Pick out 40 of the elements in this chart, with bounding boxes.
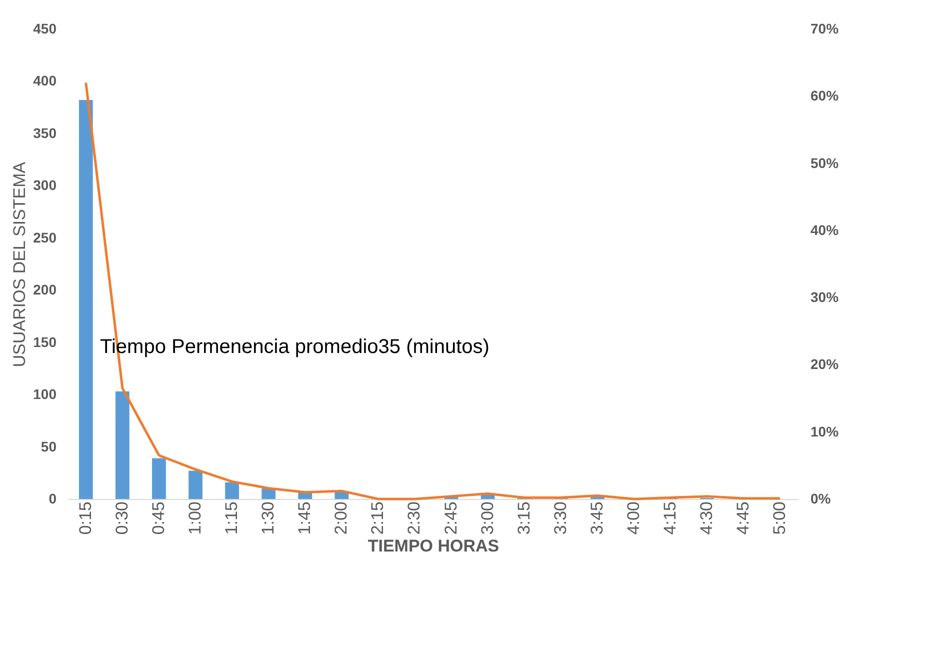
y-axis-title: USUARIOS DEL SISTEMA bbox=[10, 161, 30, 368]
x-tick-label: 2:30 bbox=[404, 502, 424, 535]
y-tick-label: 250 bbox=[33, 229, 57, 246]
y-tick-label: 350 bbox=[33, 124, 57, 141]
y2-tick-label: 50% bbox=[810, 154, 840, 171]
y2-tick-label: 10% bbox=[810, 423, 840, 440]
x-tick-label: 4:15 bbox=[660, 502, 680, 535]
y2-tick-label: 30% bbox=[810, 289, 840, 306]
x-tick-label: 1:30 bbox=[258, 502, 278, 535]
y2-tick-label: 40% bbox=[810, 222, 840, 238]
x-tick-label: 0:30 bbox=[112, 502, 132, 535]
y2-tick-label: 60% bbox=[810, 88, 840, 104]
x-tick-label: 0:15 bbox=[76, 502, 95, 535]
x-tick-label: 1:00 bbox=[186, 502, 205, 535]
x-tick-label: 5:00 bbox=[770, 502, 790, 535]
y-tick-label: 400 bbox=[33, 72, 57, 89]
x-tick-label: 4:00 bbox=[624, 502, 643, 535]
x-tick-label: 3:00 bbox=[478, 502, 497, 535]
x-tick-label: 1:45 bbox=[295, 502, 314, 535]
x-axis-title: TIEMPO HORAS bbox=[368, 536, 500, 556]
x-tick-label: 0:45 bbox=[148, 502, 168, 535]
y-tick-label: 50 bbox=[40, 438, 57, 454]
x-tick-label: 4:30 bbox=[697, 502, 716, 535]
y-tick-label: 100 bbox=[33, 386, 57, 402]
y-tick-label: 200 bbox=[33, 282, 57, 298]
y-tick-label: 450 bbox=[33, 20, 57, 36]
x-tick-label: 1:15 bbox=[222, 502, 242, 535]
y2-tick-label: 0% bbox=[810, 490, 832, 506]
x-tick-label: 2:00 bbox=[332, 502, 351, 535]
x-tick-label: 3:30 bbox=[550, 502, 570, 535]
y-tick-label: 300 bbox=[33, 177, 57, 194]
x-tick-label: 4:45 bbox=[734, 502, 753, 535]
x-tick-label: 3:45 bbox=[587, 502, 606, 535]
x-tick-label: 2:45 bbox=[441, 502, 460, 535]
x-tick-label: 2:15 bbox=[368, 502, 388, 535]
y2-tick-label: 70% bbox=[810, 20, 840, 36]
y-tick-label: 0 bbox=[48, 490, 57, 506]
y2-tick-label: 20% bbox=[810, 356, 840, 372]
y-tick-label: 150 bbox=[33, 334, 57, 350]
x-tick-label: 3:15 bbox=[514, 502, 534, 535]
